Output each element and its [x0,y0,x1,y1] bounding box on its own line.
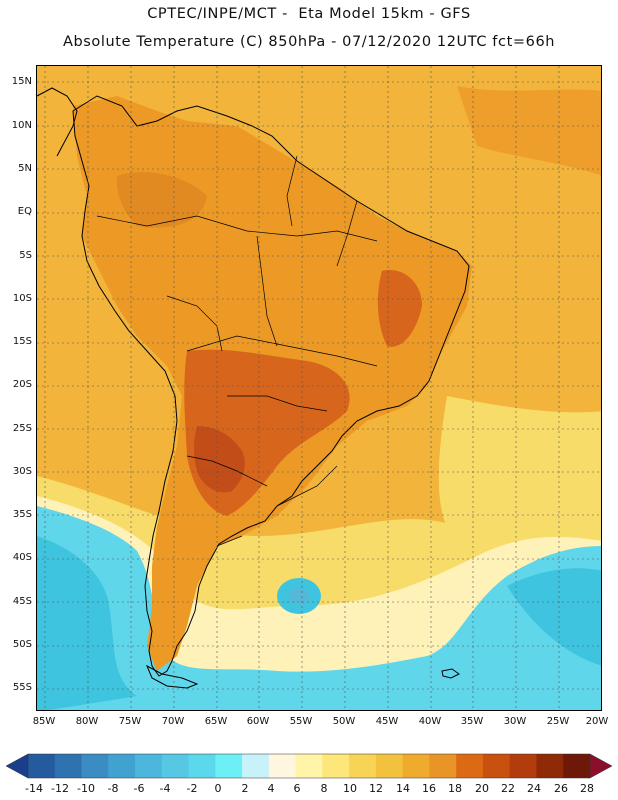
colorbar-segment [54,754,83,778]
colorbar-label: 20 [475,782,489,795]
lon-label: 35W [460,716,484,727]
lon-label: 50W [332,716,356,727]
colorbar-max-triangle [589,753,612,779]
lat-label: 15S [12,336,32,347]
colorbar-label: -8 [107,782,119,795]
colder-zone-atlantic [507,568,601,666]
colorbar-segment [536,754,564,778]
lat-label: 35S [12,509,32,520]
colorbar-label: 10 [343,782,357,795]
colorbar-label: 22 [501,782,515,795]
lat-label: 50S [12,639,32,650]
lat-label: 20S [12,379,32,390]
colorbar-segment [108,754,136,778]
atlantic-mild-band [438,396,601,546]
lon-label: 85W [32,716,56,727]
lon-label: 75W [118,716,142,727]
lat-label: 30S [12,466,32,477]
colorbar-segment [456,754,484,778]
colorbar-label: 24 [527,782,541,795]
colorbar-label: -6 [133,782,145,795]
lat-label: 10N [11,120,32,131]
lon-label: 80W [75,716,99,727]
lat-label: 55S [12,682,32,693]
colorbar-label: 4 [267,782,275,795]
central-america-coastline [37,87,78,157]
colorbar-label: -10 [77,782,95,795]
colorbar-segment [375,754,404,778]
colorbar-label: 14 [396,782,410,795]
colorbar-frame [27,753,591,779]
lat-label: 5N [18,163,32,174]
colorbar-label: 16 [422,782,436,795]
lon-label: 30W [503,716,527,727]
falklands [441,668,460,679]
amazon-warm-patch [116,172,207,228]
colorbar-label: 2 [241,782,249,795]
interior-very-hot [194,426,245,493]
colorbar-label: 26 [554,782,568,795]
lat-label: 45S [12,596,32,607]
lon-label: 40W [418,716,442,727]
lat-label: 25S [12,423,32,434]
colorbar-segment [242,754,270,778]
colorbar-label: 18 [448,782,462,795]
colorbar-segment [28,754,56,778]
colorbar-segment [402,754,430,778]
colorbar-segment [215,754,243,778]
tierra-del-fuego [146,664,199,689]
colorbar-label: 12 [369,782,383,795]
tropics-orange-patch [457,86,601,176]
lon-label: 25W [546,716,570,727]
colorbar-label: 8 [320,782,328,795]
colorbar-label: -12 [51,782,69,795]
colorbar-segment [295,754,323,778]
lon-label: 20W [585,716,609,727]
colorbar-segment [81,754,109,778]
colorbar-segment [482,754,511,778]
lat-label: 10S [12,293,32,304]
colorbar-segment [135,754,163,778]
cold-eddy-core [289,588,309,604]
map-title-line-1: CPTEC/INPE/MCT - Eta Model 15km - GFS [147,6,471,22]
northeast-hot-patch [377,270,422,347]
lon-label: 45W [375,716,399,727]
south-america-coastline [72,95,470,677]
lat-label: EQ [17,206,32,217]
colorbar [6,753,612,779]
colder-zone [37,536,137,710]
colorbar-label: -4 [159,782,171,795]
colorbar-segment [429,754,457,778]
colorbar-label: 28 [580,782,594,795]
colorbar-segment [349,754,377,778]
lon-label: 70W [161,716,185,727]
colorbar-label: -2 [186,782,198,795]
colorbar-segment [268,754,297,778]
colorbar-min-triangle [6,753,29,779]
lon-label: 65W [204,716,228,727]
lon-label: 60W [246,716,270,727]
colorbar-segment [509,754,537,778]
lat-label: 40S [12,552,32,563]
lat-label: 5S [19,250,32,261]
cold-zone-pacific [37,506,601,710]
graticule [37,66,601,710]
colorbar-segment [322,754,350,778]
map-title-line-2: Absolute Temperature (C) 850hPa - 07/12/… [62,34,556,50]
colorbar-segment [188,754,216,778]
colorbar-segment [563,754,591,778]
colorbar-label: -14 [25,782,43,795]
temperature-map [36,65,602,711]
lon-label: 55W [289,716,313,727]
map-svg [37,66,601,710]
colorbar-label: 6 [293,782,301,795]
colorbar-segment [161,754,190,778]
colorbar-label: 0 [214,782,222,795]
country-borders [96,155,378,547]
lat-label: 15N [11,76,32,87]
